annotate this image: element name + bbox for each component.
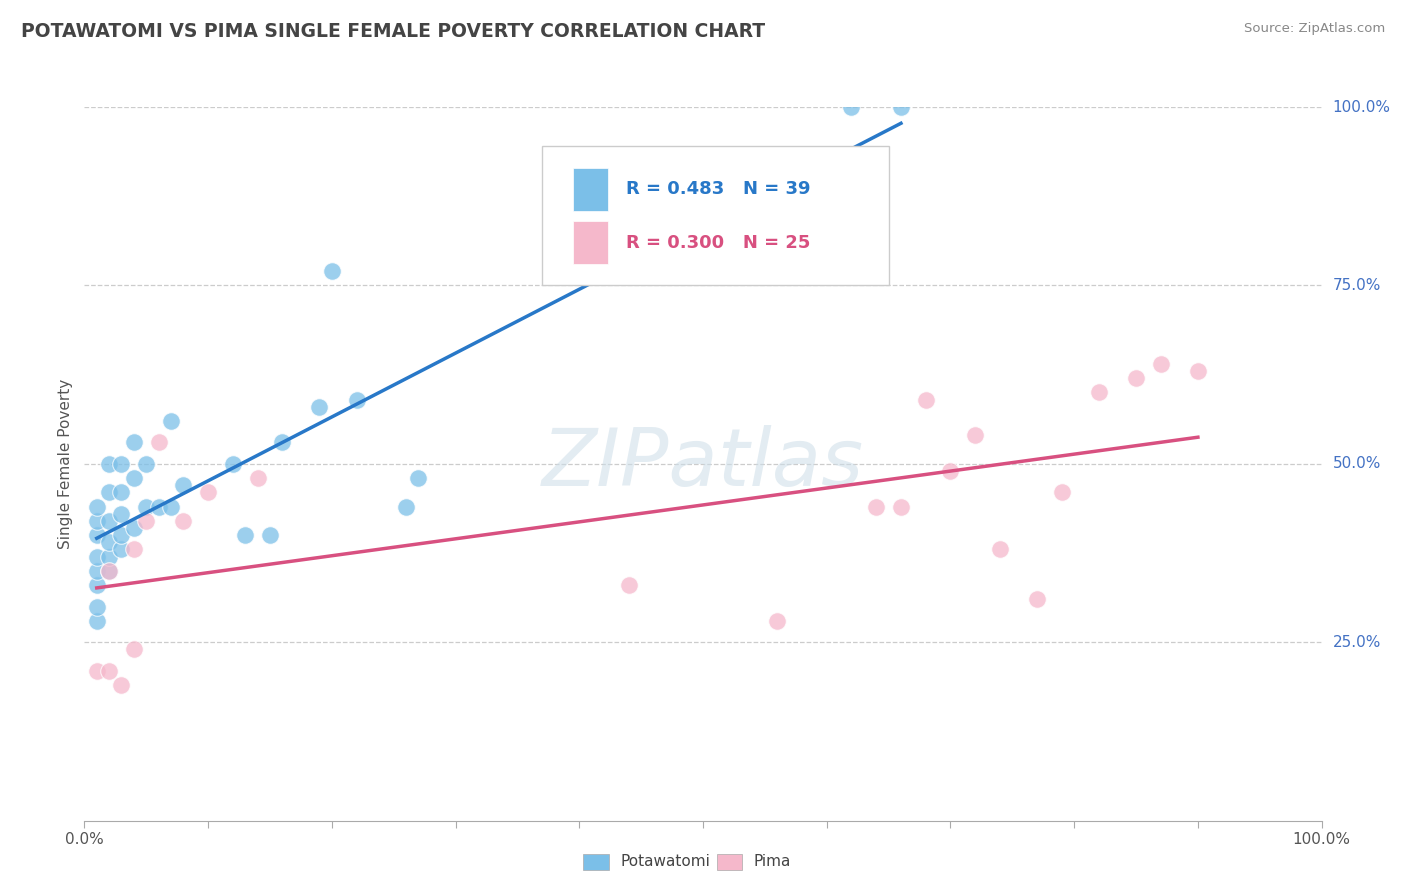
Point (1050, 485, 1073, 500)
Point (1088, 385, 1111, 400)
Text: 75.0%: 75.0% (1333, 278, 1381, 293)
Point (988, 542, 1011, 557)
Text: Source: ZipAtlas.com: Source: ZipAtlas.com (1244, 22, 1385, 36)
Point (408, 471, 430, 485)
Point (1150, 357, 1173, 371)
Point (865, 500, 887, 514)
Point (110, 678, 132, 692)
Point (110, 528, 132, 542)
Point (1187, 364, 1209, 378)
Text: ZIPatlas: ZIPatlas (541, 425, 865, 503)
Point (110, 485, 132, 500)
Point (98, 564, 121, 578)
Point (122, 435, 145, 450)
Point (222, 457, 245, 471)
Point (86, 549, 108, 564)
Text: 50.0%: 50.0% (1333, 457, 1381, 471)
Y-axis label: Single Female Poverty: Single Female Poverty (58, 379, 73, 549)
Point (135, 457, 157, 471)
Text: Pima: Pima (754, 855, 792, 869)
Point (98, 564, 121, 578)
Point (841, 100, 863, 114)
Point (965, 428, 987, 442)
Text: 25.0%: 25.0% (1333, 635, 1381, 649)
Point (1026, 592, 1049, 607)
Point (939, 464, 962, 478)
Point (617, 578, 640, 592)
Point (86, 664, 108, 678)
Text: R = 0.483   N = 39: R = 0.483 N = 39 (626, 180, 811, 198)
Point (98, 485, 121, 500)
Point (271, 435, 294, 450)
Point (172, 514, 194, 528)
Point (172, 478, 194, 492)
Point (122, 471, 145, 485)
Text: POTAWATOMI VS PIMA SINGLE FEMALE POVERTY CORRELATION CHART: POTAWATOMI VS PIMA SINGLE FEMALE POVERTY… (21, 22, 765, 41)
Point (233, 528, 256, 542)
Point (197, 485, 219, 500)
Point (86, 528, 108, 542)
Point (110, 542, 132, 557)
Point (890, 100, 912, 114)
Point (86, 614, 108, 628)
Point (122, 542, 145, 557)
Text: Potawatomi: Potawatomi (620, 855, 710, 869)
Point (86, 599, 108, 614)
Point (122, 521, 145, 535)
Point (1125, 371, 1147, 385)
Text: 100.0%: 100.0% (1333, 100, 1391, 114)
FancyBboxPatch shape (574, 221, 607, 264)
Point (98, 549, 121, 564)
Point (86, 500, 108, 514)
Text: R = 0.300   N = 25: R = 0.300 N = 25 (626, 234, 811, 252)
Point (321, 264, 343, 278)
Point (122, 642, 145, 657)
Point (346, 392, 368, 407)
Point (395, 500, 418, 514)
Point (98, 514, 121, 528)
Point (110, 507, 132, 521)
Point (308, 400, 330, 414)
Point (246, 471, 269, 485)
Point (110, 457, 132, 471)
Point (86, 514, 108, 528)
Point (98, 664, 121, 678)
Point (135, 500, 157, 514)
Point (148, 435, 170, 450)
FancyBboxPatch shape (543, 146, 889, 285)
Point (86, 564, 108, 578)
Point (86, 578, 108, 592)
Point (148, 500, 170, 514)
Point (766, 614, 789, 628)
Point (160, 500, 183, 514)
Point (259, 528, 281, 542)
Point (890, 500, 912, 514)
Point (160, 414, 183, 428)
Point (98, 457, 121, 471)
FancyBboxPatch shape (574, 168, 607, 211)
Point (98, 535, 121, 549)
Point (135, 514, 157, 528)
Point (914, 392, 936, 407)
